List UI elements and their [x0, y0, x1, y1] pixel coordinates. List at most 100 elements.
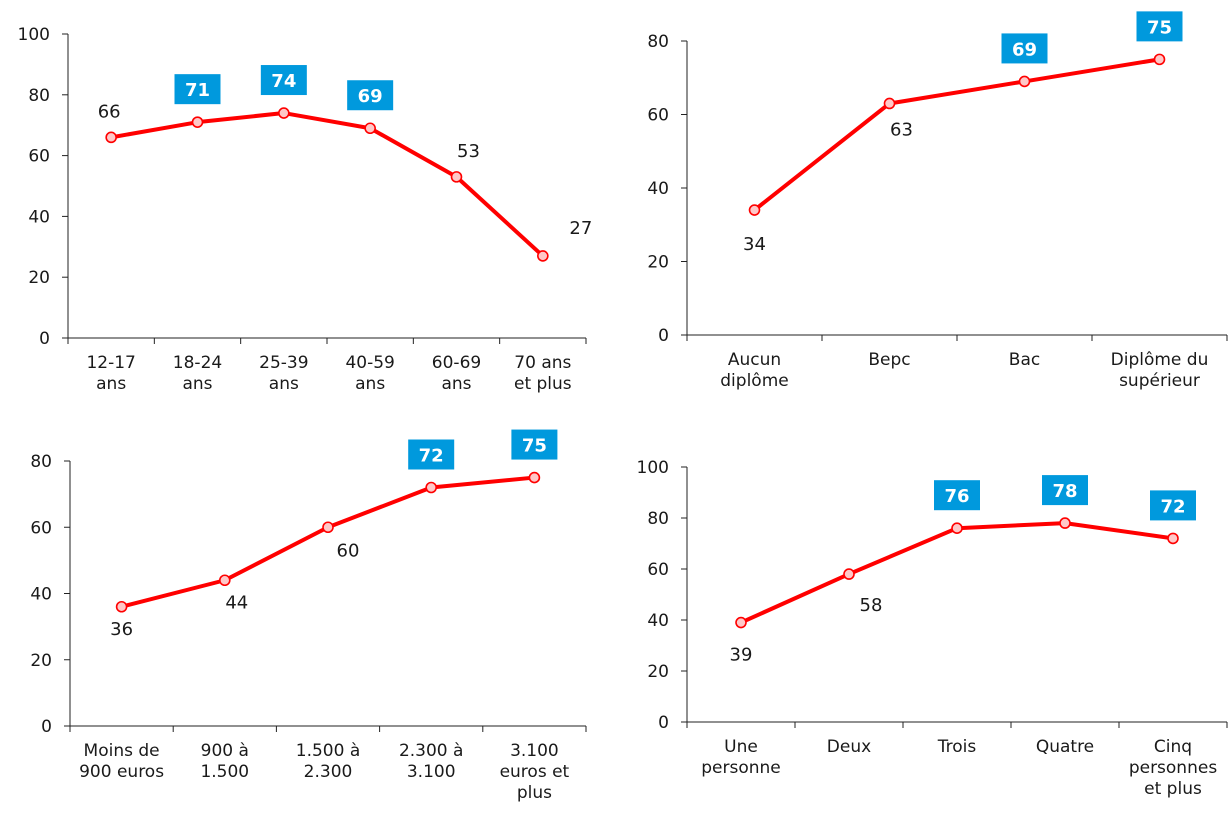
- data-point: [105, 131, 117, 144]
- highlight-box: [1001, 33, 1048, 64]
- x-tick-label: Cinq personnes et plus: [1129, 737, 1218, 799]
- value-label-highlighted: 76: [944, 486, 969, 507]
- value-label: 60: [337, 540, 360, 561]
- x-tick-label: Deux: [827, 737, 871, 757]
- data-point: [425, 481, 438, 494]
- y-tick-label: 20: [647, 662, 669, 682]
- x-tick-label-line: ans: [355, 374, 385, 394]
- x-tick-label-line: 40-59: [345, 353, 394, 373]
- value-label: 27: [569, 218, 592, 239]
- x-tick-label-line: personne: [701, 758, 781, 778]
- x-tick-label-line: supérieur: [1119, 371, 1200, 391]
- x-tick-label: 900 à 1.500: [200, 741, 249, 782]
- x-tick-label-line: Cinq: [1154, 737, 1192, 757]
- y-tick-label: 80: [30, 452, 52, 472]
- x-tick-label-line: Diplôme du: [1111, 350, 1209, 370]
- highlight-box: [174, 74, 221, 105]
- y-tick-label: 0: [658, 713, 669, 733]
- y-tick-label: 0: [41, 717, 52, 737]
- x-tick-label-line: 900 euros: [79, 762, 164, 782]
- x-tick-label-line: 2.300 à: [399, 741, 464, 761]
- highlight-box: [1042, 475, 1088, 506]
- x-tick-label: 18-24 ans: [173, 353, 222, 394]
- data-point: [115, 600, 128, 613]
- highlight-box: [1150, 490, 1196, 521]
- y-tick-label: 40: [28, 207, 50, 227]
- y-tick-label: 40: [647, 611, 669, 631]
- series-line: [109, 111, 545, 258]
- y-tick-label: 80: [647, 509, 669, 529]
- y-tick-label: 60: [647, 560, 669, 580]
- data-point: [1167, 532, 1179, 545]
- x-tick-label-line: et plus: [1144, 779, 1202, 799]
- data-point: [1059, 517, 1071, 529]
- x-tick-label-line: ans: [441, 374, 471, 394]
- x-tick-label: 2.300 à 3.100: [399, 741, 464, 782]
- x-tick-label-line: Moins de: [84, 741, 160, 761]
- x-tick-label: 70 ans et plus: [514, 353, 572, 394]
- value-label-highlighted: 75: [1147, 17, 1172, 38]
- y-tick-label: 20: [28, 268, 50, 288]
- x-tick-label-line: personnes: [1129, 758, 1218, 778]
- y-tick-label: 60: [30, 518, 52, 538]
- x-tick-label: Moins de 900 euros: [79, 741, 164, 782]
- x-tick-label-line: ans: [96, 374, 126, 394]
- value-label: 53: [457, 141, 480, 162]
- x-tick-label-line: Aucun: [728, 350, 781, 370]
- y-tick-label: 0: [39, 329, 50, 349]
- y-tick-label: 60: [28, 147, 50, 167]
- x-tick-label-line: diplôme: [720, 371, 788, 391]
- value-label-highlighted: 72: [1160, 496, 1185, 517]
- value-label: 63: [890, 119, 913, 140]
- x-tick-label-line: et plus: [514, 374, 572, 394]
- x-tick-label-line: Une: [724, 737, 758, 757]
- x-tick-label: 12-17 ans: [86, 353, 135, 394]
- highlight-box: [347, 80, 394, 111]
- x-tick-label-line: 3.100: [407, 762, 456, 782]
- x-tick-label-line: 900 à: [201, 741, 249, 761]
- highlight-box: [511, 429, 558, 460]
- highlight-box: [260, 65, 307, 96]
- data-point: [883, 97, 896, 110]
- data-point: [322, 521, 334, 534]
- series-line: [119, 475, 537, 609]
- x-tick-label-line: 1.500: [200, 762, 249, 782]
- x-tick-label-line: ans: [269, 374, 299, 394]
- highlight-box: [934, 480, 980, 511]
- x-tick-label: Bac: [1009, 350, 1040, 370]
- data-point: [748, 204, 761, 216]
- x-tick-label-line: euros et: [500, 762, 570, 782]
- value-label-highlighted: 74: [271, 71, 296, 92]
- data-point: [528, 471, 541, 484]
- highlight-box: [1136, 11, 1183, 42]
- y-tick-label: 40: [30, 585, 52, 605]
- x-tick-label-line: Quatre: [1036, 737, 1094, 757]
- data-point: [450, 171, 463, 183]
- y-tick-label: 0: [658, 326, 669, 346]
- y-tick-label: 100: [18, 25, 50, 45]
- x-tick-label: Aucun diplôme: [720, 350, 788, 391]
- value-label-highlighted: 69: [1012, 39, 1037, 60]
- data-point: [1018, 75, 1031, 88]
- line-chart-diploma: 0 20 40 60 80 Aucun diplôme Bepc Bac Diplôme du su…: [647, 11, 1228, 391]
- x-tick-label: Bepc: [868, 350, 910, 370]
- data-point: [537, 250, 549, 262]
- line-chart-household-size: 0 20 40 60 80 100 Une personne Deux Trois Quatre Ci…: [637, 458, 1228, 799]
- data-point: [219, 574, 231, 587]
- x-tick-label-line: Deux: [827, 737, 871, 757]
- x-tick-label-line: 2.300: [304, 762, 353, 782]
- value-label-highlighted: 71: [185, 80, 210, 101]
- x-tick-label-line: 18-24: [173, 353, 222, 373]
- x-tick-label-line: 1.500 à: [296, 741, 361, 761]
- value-label: 34: [743, 234, 766, 255]
- value-label-highlighted: 78: [1052, 481, 1077, 502]
- x-tick-label-line: Bepc: [868, 350, 910, 370]
- data-point: [191, 116, 204, 128]
- x-tick-label: 1.500 à 2.300: [296, 741, 361, 782]
- x-tick-label-line: ans: [182, 374, 212, 394]
- x-tick-label-line: 12-17: [86, 353, 135, 373]
- y-tick-label: 60: [647, 106, 669, 126]
- x-tick-label: 25-39 ans: [259, 353, 308, 394]
